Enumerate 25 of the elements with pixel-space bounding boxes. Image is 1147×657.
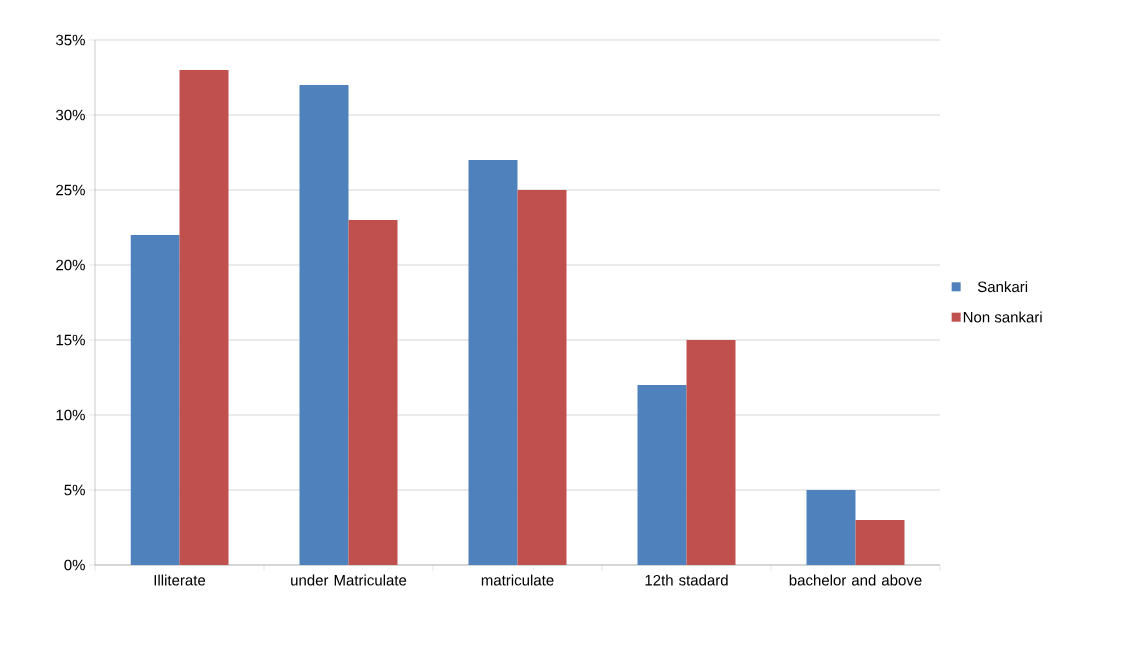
bar [637, 385, 687, 565]
x-tick-label: bachelor and above [789, 574, 922, 586]
y-tick-label: 25% [56, 184, 85, 196]
legend-label: Sankari [977, 281, 1028, 293]
bar [130, 235, 180, 565]
bar [348, 220, 398, 565]
bar [806, 490, 856, 565]
y-tick-label: 20% [56, 259, 85, 271]
x-tick-label: under Matriculate [291, 574, 407, 586]
x-tick-label: Illiterate [154, 574, 206, 586]
bar [855, 520, 905, 565]
y-tick-label: 30% [56, 109, 85, 121]
bar [517, 190, 567, 565]
y-tick-label: 5% [64, 484, 85, 496]
y-tick-label: 35% [56, 34, 85, 46]
bar [299, 85, 349, 565]
y-tick-label: 10% [56, 409, 85, 421]
bar [686, 340, 736, 565]
x-tick-label: matriculate [481, 574, 554, 586]
legend-label: Non sankari [963, 311, 1042, 323]
bar [468, 160, 518, 565]
bar [179, 70, 229, 565]
x-tick-label: 12th stadard [645, 574, 728, 586]
y-tick-label: 15% [56, 334, 85, 346]
y-tick-label: 0% [64, 559, 85, 571]
